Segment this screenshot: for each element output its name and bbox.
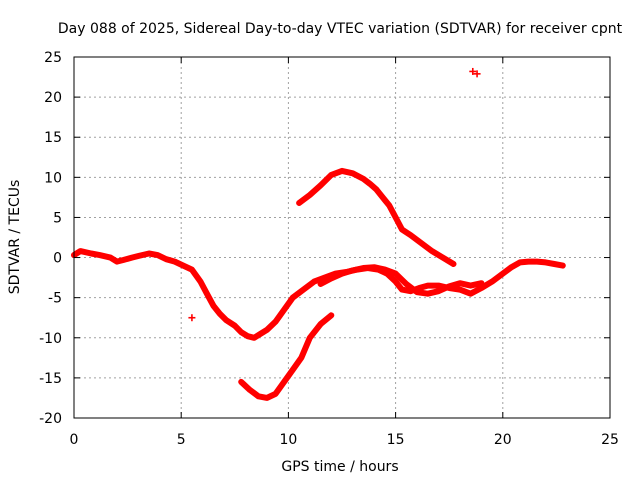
y-tick-label: 20 — [44, 90, 62, 106]
outlier-point — [473, 70, 481, 78]
y-tick-label: -10 — [39, 331, 62, 347]
y-tick-label: 25 — [44, 50, 62, 66]
chart-title: Day 088 of 2025, Sidereal Day-to-day VTE… — [58, 21, 623, 37]
main-trace-line — [71, 248, 566, 341]
y-tick-label: -20 — [39, 411, 62, 427]
secondary-trace-line — [317, 264, 485, 297]
data-points — [71, 67, 566, 401]
x-tick-label: 5 — [177, 432, 186, 448]
x-tick-label: 15 — [387, 432, 405, 448]
y-tick-label: -15 — [39, 371, 62, 387]
x-tick-label: 10 — [279, 432, 297, 448]
y-axis-label: SDTVAR / TECUs — [7, 180, 23, 295]
outlier-point — [469, 67, 477, 75]
x-axis-label: GPS time / hours — [281, 459, 398, 475]
x-tick-label: 25 — [601, 432, 619, 448]
upper-arc-line — [296, 167, 457, 267]
lower-arc-line — [238, 312, 335, 401]
y-tick-label: 10 — [44, 170, 62, 186]
y-tick-label: -5 — [48, 291, 62, 307]
grid-lines — [74, 57, 610, 418]
x-tick-label: 0 — [70, 432, 79, 448]
x-tick-label: 20 — [494, 432, 512, 448]
y-tick-label: 15 — [44, 130, 62, 146]
axis-ticks: 0 5 10 15 20 25 -20 -15 -10 -5 0 5 10 15 20 25 — [39, 50, 619, 448]
y-tick-label: 0 — [53, 251, 62, 267]
y-tick-label: 5 — [53, 210, 62, 226]
plot-frame — [73, 56, 611, 419]
outlier-point — [188, 314, 196, 322]
